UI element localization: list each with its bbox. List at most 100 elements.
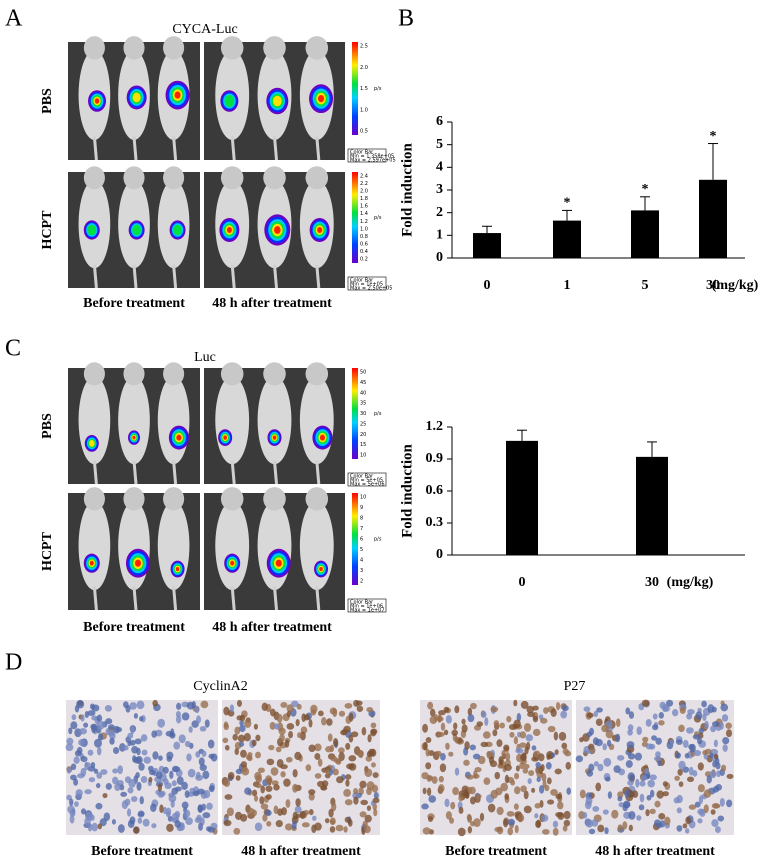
nucleus (514, 825, 519, 834)
nucleus (152, 751, 159, 760)
nucleus (640, 775, 647, 781)
nucleus (167, 815, 173, 822)
nucleus (80, 756, 88, 763)
mice (215, 487, 334, 611)
nucleus (197, 804, 203, 813)
nucleus (684, 752, 690, 759)
nucleus (139, 796, 144, 805)
nucleus (513, 803, 519, 810)
nucleus (695, 711, 703, 720)
nucleus (622, 821, 628, 830)
nucleus (157, 791, 165, 798)
nucleus (555, 793, 562, 800)
nucleus (270, 767, 279, 776)
nucleus (223, 779, 231, 787)
nucleus (338, 752, 345, 762)
nucleus (285, 799, 291, 808)
nucleus (563, 819, 571, 827)
nucleus (332, 768, 339, 776)
nucleus (513, 736, 519, 745)
nucleus (507, 827, 514, 836)
error-bar (517, 429, 527, 441)
nucleus (639, 793, 645, 803)
nucleus (506, 715, 512, 723)
nucleus (93, 768, 99, 774)
nucleus (469, 744, 477, 751)
nucleus (137, 817, 143, 824)
nucleus (704, 720, 709, 730)
bar (699, 179, 727, 258)
nucleus (265, 809, 272, 817)
nucleus (476, 721, 484, 727)
mouse-head (220, 36, 244, 60)
nucleus (206, 802, 213, 810)
nucleus (260, 803, 269, 810)
nucleus (542, 828, 550, 835)
nucleus (522, 767, 529, 774)
nucleus (443, 729, 449, 736)
x-unit: (mg/kg) (667, 575, 714, 590)
nucleus (71, 714, 77, 721)
nucleus (158, 755, 163, 761)
nucleus (722, 744, 728, 752)
nucleus (717, 815, 725, 822)
colorbar-box-text: Max = 2.50e+05 (350, 286, 392, 292)
nucleus (155, 771, 163, 779)
nucleus (470, 702, 477, 710)
column-label: Before treatment (445, 844, 547, 859)
nucleus (566, 787, 572, 795)
nucleus (582, 812, 588, 819)
colorbar-box-text: Max = 1e+07 (350, 608, 385, 614)
nucleus (703, 789, 712, 798)
nucleus (649, 774, 657, 781)
nucleus (653, 819, 662, 827)
nucleus (226, 807, 234, 817)
nucleus (170, 728, 175, 738)
nucleus (121, 800, 129, 810)
nucleus (325, 768, 330, 776)
nucleus (129, 816, 136, 825)
nucleus (649, 789, 655, 798)
nucleus (96, 714, 103, 723)
nucleus (467, 714, 475, 723)
nucleus (425, 762, 432, 770)
nucleus (526, 705, 535, 714)
nucleus (611, 809, 619, 819)
nucleus (348, 734, 354, 743)
nucleus (95, 782, 101, 789)
nucleus (235, 775, 241, 781)
nucleus (713, 739, 718, 748)
mouse-head (263, 487, 286, 511)
mouse-head (305, 166, 329, 190)
nucleus (143, 756, 151, 764)
nucleus (658, 813, 666, 820)
nucleus (171, 780, 177, 787)
column-label: 48 h after treatment (241, 844, 361, 859)
nucleus (710, 725, 717, 733)
nucleus (423, 741, 428, 751)
nucleus (698, 795, 704, 804)
colorbar-tick: 7 (360, 526, 363, 532)
nucleus (627, 780, 634, 786)
mouse-tail (230, 586, 236, 611)
nucleus (284, 823, 293, 831)
nucleus (308, 789, 316, 795)
y-axis-label: Fold induction (399, 142, 415, 236)
nucleus (239, 724, 246, 733)
nucleus (120, 791, 128, 797)
colorbar-tick: 1.0 (360, 226, 368, 232)
signal (319, 434, 325, 441)
nucleus (280, 702, 288, 708)
nucleus (601, 724, 609, 733)
nucleus (87, 823, 93, 832)
bar (473, 233, 501, 258)
nucleus (711, 803, 720, 809)
nucleus (546, 777, 552, 785)
nucleus (196, 715, 201, 724)
nucleus (127, 787, 134, 794)
nucleus (338, 747, 345, 754)
nucleus (109, 737, 115, 745)
nucleus (713, 753, 719, 760)
nucleus (675, 752, 681, 758)
nucleus (253, 723, 258, 730)
